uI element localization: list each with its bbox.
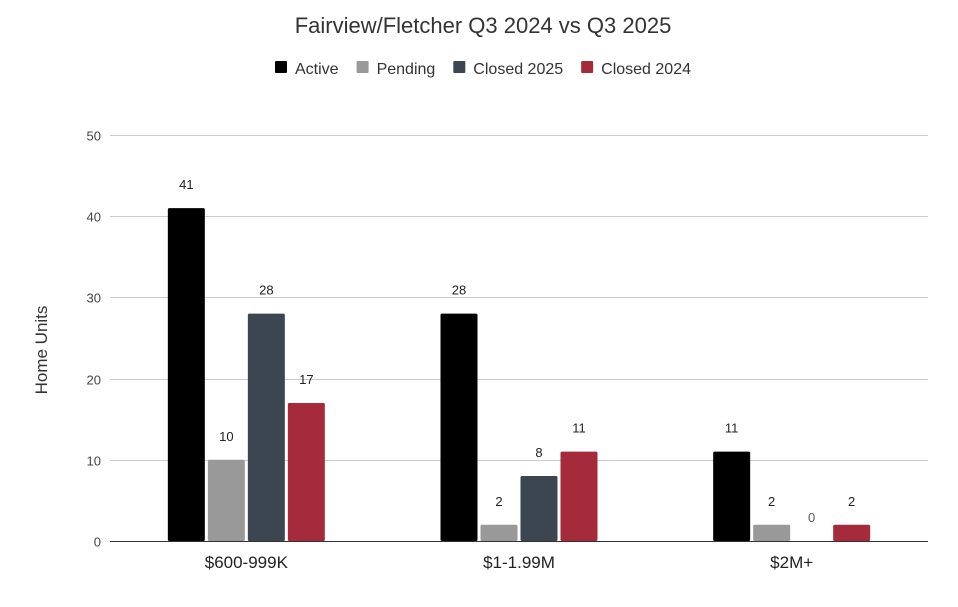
legend-label: Active xyxy=(295,61,339,78)
data-label: 28 xyxy=(452,283,466,298)
legend-item: Pending xyxy=(356,61,436,78)
data-label: 28 xyxy=(259,283,273,298)
y-axis-label: Home Units xyxy=(32,306,51,395)
data-label: 2 xyxy=(495,494,502,509)
y-tick-label: 10 xyxy=(87,454,101,469)
data-label: 41 xyxy=(179,177,193,192)
bar xyxy=(167,208,205,541)
data-label: 11 xyxy=(572,421,586,436)
legend-item: Closed 2025 xyxy=(453,61,563,78)
data-label: 8 xyxy=(535,445,542,460)
x-tick-label: $600-999K xyxy=(205,553,289,572)
legend-item: Active xyxy=(275,61,339,78)
data-label: 2 xyxy=(768,494,775,509)
y-tick-label: 40 xyxy=(87,210,101,225)
data-label: 10 xyxy=(219,429,233,444)
y-tick-label: 30 xyxy=(87,291,101,306)
bar xyxy=(287,402,325,541)
y-tick-label: 50 xyxy=(87,129,101,144)
y-tick-label: 20 xyxy=(87,373,101,388)
x-tick-label: $2M+ xyxy=(770,553,813,572)
legend-label: Pending xyxy=(377,61,436,78)
bar xyxy=(833,524,871,541)
chart-title: Fairview/Fletcher Q3 2024 vs Q3 2025 xyxy=(295,13,672,38)
bar xyxy=(207,459,245,541)
legend-label: Closed 2024 xyxy=(601,61,691,78)
bar xyxy=(713,451,751,541)
data-label: 11 xyxy=(725,421,739,436)
bar xyxy=(440,313,478,541)
legend: Active Pending Closed 2025 Closed 2024 xyxy=(275,61,691,78)
bar xyxy=(480,524,518,541)
legend-swatch xyxy=(581,61,594,73)
legend-item: Closed 2024 xyxy=(581,61,691,78)
bars xyxy=(167,208,871,541)
x-tick-label: $1-1.99M xyxy=(483,553,555,572)
legend-label: Closed 2025 xyxy=(473,61,563,78)
legend-swatch xyxy=(453,61,466,73)
data-label: 0 xyxy=(808,510,815,525)
y-axis-ticks: 0 10 20 30 40 50 xyxy=(87,129,101,550)
bar xyxy=(247,313,285,541)
bar xyxy=(753,524,791,541)
bar xyxy=(560,451,598,541)
x-axis-ticks: $600-999K $1-1.99M $2M+ xyxy=(205,553,813,572)
bar xyxy=(520,476,558,541)
y-tick-label: 0 xyxy=(94,535,101,550)
data-label: 2 xyxy=(848,494,855,509)
legend-swatch xyxy=(275,61,288,73)
data-label: 17 xyxy=(299,372,313,387)
legend-swatch xyxy=(356,61,369,73)
gridlines xyxy=(110,135,928,461)
